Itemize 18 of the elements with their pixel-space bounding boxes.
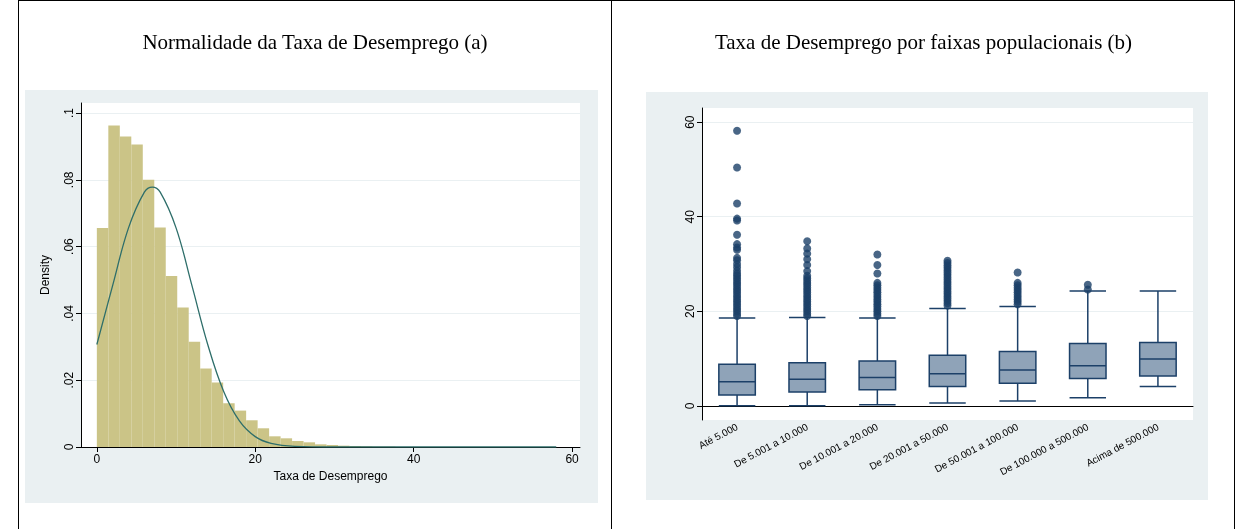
x-axis-title: Taxa de Desemprego — [273, 468, 388, 483]
y-tick-label: .04 — [62, 304, 76, 322]
y-tick-label: .06 — [62, 237, 76, 255]
x-tick-label: 60 — [565, 452, 580, 466]
x-tick-label: 0 — [93, 452, 101, 466]
y-tick-label: 20 — [683, 304, 697, 318]
chart-title: Normalidade da Taxa de Desemprego (a) — [141, 30, 489, 55]
x-tick-label: 40 — [406, 452, 421, 466]
chart-title: Taxa de Desemprego por faixas populacionais (b) — [713, 30, 1134, 55]
y-tick-label: 40 — [683, 209, 697, 224]
y-tick-label: .02 — [62, 371, 76, 389]
x-tick-label: Até 5.000 — [696, 420, 741, 451]
y-tick-label: .1 — [62, 107, 76, 119]
y-tick-label: 0 — [683, 402, 697, 410]
y-axis-title: Density — [38, 254, 52, 296]
x-tick-label: 20 — [248, 452, 263, 466]
y-tick-label: 60 — [683, 115, 697, 129]
y-tick-label: .08 — [62, 171, 76, 189]
